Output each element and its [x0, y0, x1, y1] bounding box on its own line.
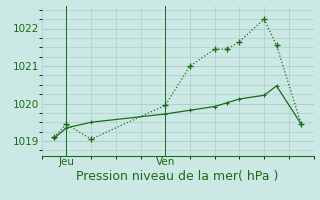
- X-axis label: Pression niveau de la mer( hPa ): Pression niveau de la mer( hPa ): [76, 170, 279, 183]
